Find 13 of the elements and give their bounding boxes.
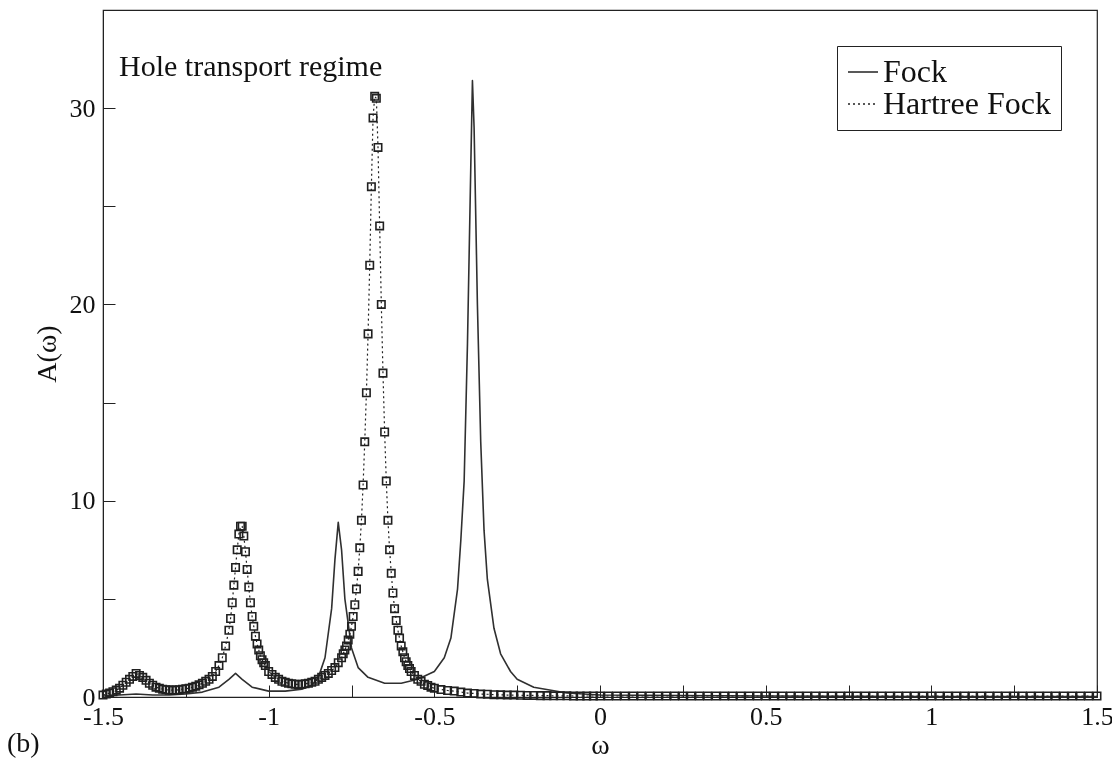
- text: (b): [7, 727, 40, 758]
- y-tick-label: 30: [69, 93, 96, 123]
- x-tick-label: 0: [594, 701, 607, 731]
- y-tick-label: 10: [69, 486, 96, 516]
- y-axis-title: A(ω): [30, 325, 62, 383]
- x-tick-label: -1: [258, 701, 280, 731]
- y-tick-label: 20: [69, 289, 96, 319]
- x-axis-title: ω: [591, 728, 610, 760]
- x-tick-label: -0.5: [414, 701, 456, 731]
- x-tick-label: 0.5: [749, 701, 783, 731]
- x-tick-label: 1.5: [1081, 701, 1114, 731]
- text: Hole transport regime: [119, 49, 383, 82]
- x-tick-label: 1: [925, 701, 939, 731]
